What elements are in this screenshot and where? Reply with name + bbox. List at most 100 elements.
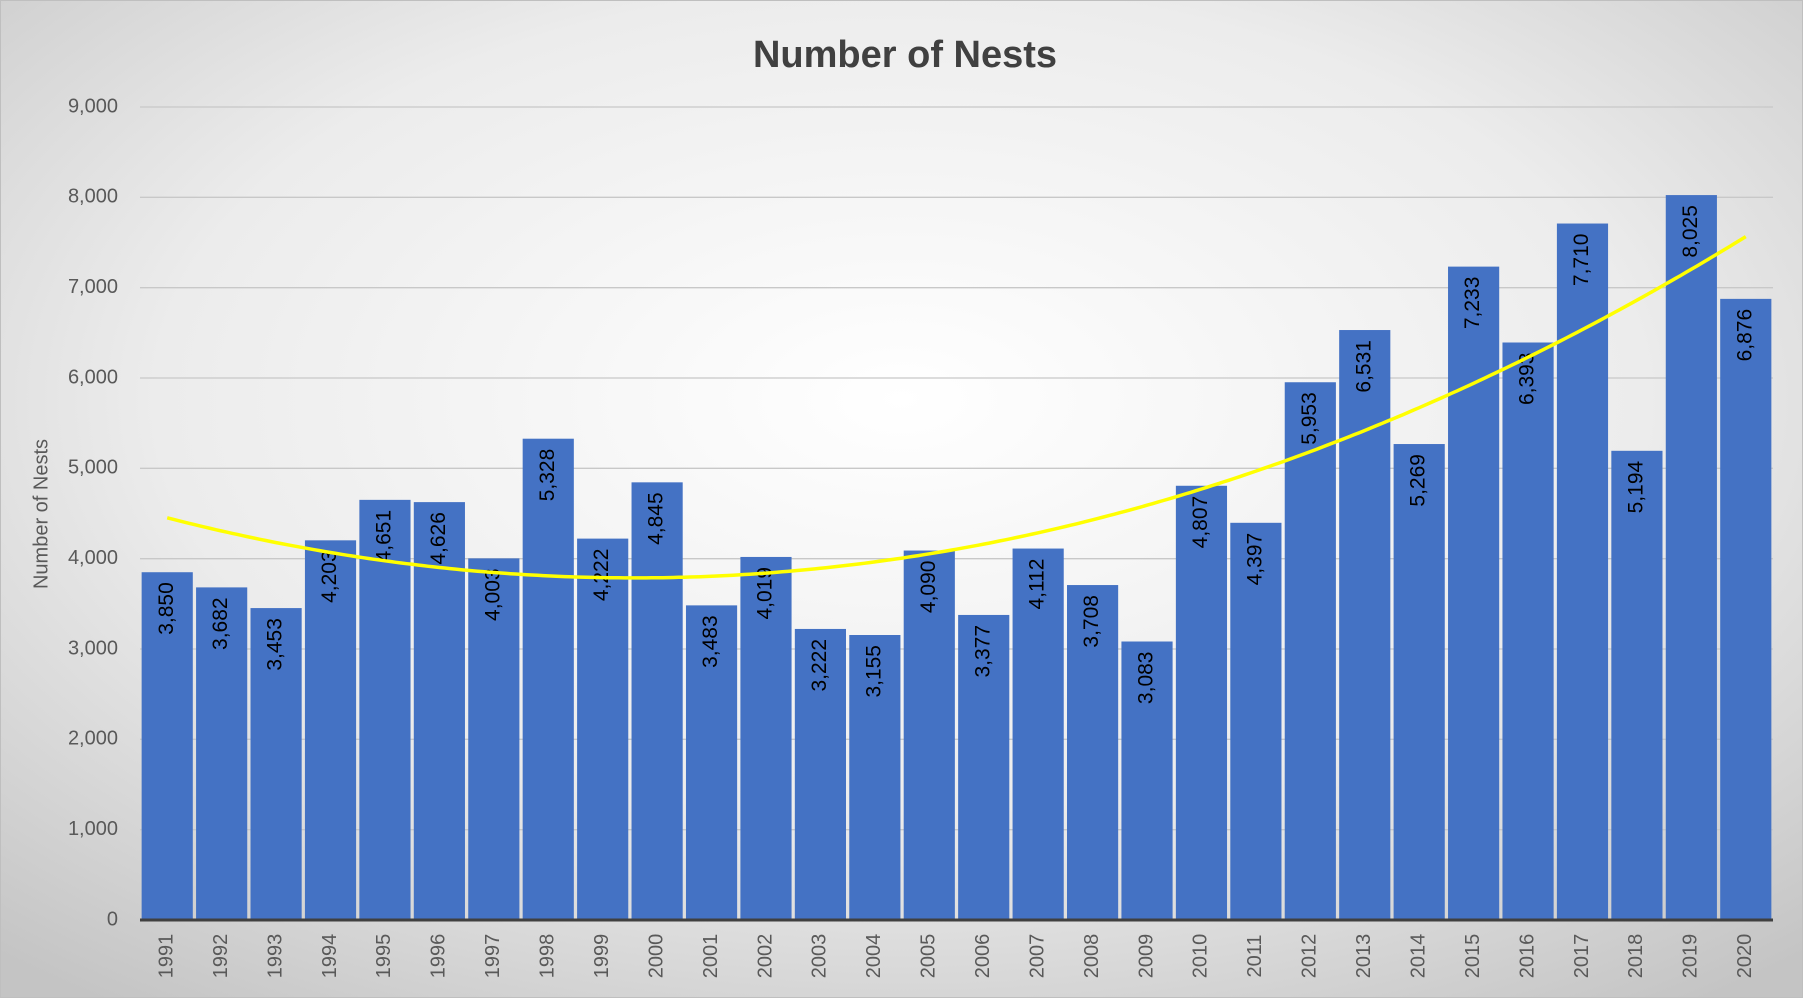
value-label: 3,682 — [209, 597, 232, 650]
value-label: 3,083 — [1135, 652, 1158, 705]
value-label: 5,194 — [1624, 460, 1647, 513]
y-tick-label: 3,000 — [68, 637, 118, 659]
y-tick-label: 9,000 — [68, 95, 118, 117]
bar — [1393, 444, 1445, 920]
x-tick-label: 2011 — [1244, 934, 1266, 977]
value-label: 5,328 — [536, 449, 559, 502]
value-label: 5,953 — [1298, 392, 1321, 445]
x-tick-label: 2001 — [700, 934, 722, 979]
bar — [849, 634, 901, 920]
x-tick-label: 2013 — [1353, 934, 1375, 979]
x-tick-label: 2004 — [863, 934, 885, 979]
value-label: 3,222 — [808, 639, 831, 692]
bar — [577, 538, 629, 920]
x-tick-label: 2008 — [1081, 934, 1103, 979]
bar — [1230, 522, 1282, 920]
x-tick-label: 2005 — [918, 934, 940, 979]
x-tick-label: 2003 — [809, 934, 831, 979]
x-tick-label: 1995 — [373, 934, 395, 979]
x-tick-label: 2007 — [1026, 934, 1048, 979]
value-label: 4,003 — [481, 568, 504, 621]
bar — [631, 482, 683, 920]
x-tick-label: 1994 — [319, 934, 341, 979]
y-tick-label: 2,000 — [68, 728, 118, 750]
bar — [1448, 266, 1500, 920]
bar — [250, 608, 302, 920]
x-tick-label: 1997 — [482, 934, 504, 979]
x-tick-label: 2012 — [1299, 934, 1321, 979]
y-tick-label: 0 — [107, 908, 118, 930]
y-tick-label: 7,000 — [68, 276, 118, 298]
bar — [359, 499, 411, 920]
x-tick-label: 1991 — [155, 934, 177, 979]
bar — [958, 614, 1010, 920]
bar — [141, 572, 193, 920]
value-label: 8,025 — [1679, 205, 1702, 258]
x-tick-label: 2020 — [1734, 934, 1756, 979]
bar — [1175, 485, 1228, 920]
bar — [740, 556, 792, 920]
x-tick-label: 1996 — [428, 934, 450, 979]
x-tick-label: 1993 — [264, 934, 286, 979]
bar — [1339, 330, 1391, 921]
y-axis-label: Number of Nests — [30, 439, 52, 589]
bar — [304, 540, 357, 920]
value-label: 7,233 — [1461, 277, 1484, 330]
value-label: 7,710 — [1570, 234, 1593, 287]
value-label: 4,019 — [754, 567, 777, 620]
x-tick-label: 2016 — [1516, 934, 1538, 979]
x-tick-label: 2015 — [1462, 934, 1484, 979]
value-label: 3,708 — [1080, 595, 1103, 648]
bar — [1665, 195, 1717, 920]
y-tick-label: 4,000 — [68, 547, 118, 569]
chart-title: Number of Nests — [753, 34, 1057, 76]
value-label: 4,397 — [1243, 533, 1266, 586]
value-label: 3,155 — [862, 645, 885, 698]
bar — [1720, 298, 1772, 920]
x-tick-label: 2019 — [1680, 934, 1702, 979]
x-tick-label: 2000 — [645, 934, 667, 979]
value-label: 4,090 — [917, 561, 940, 614]
x-tick-label: 2014 — [1407, 934, 1429, 979]
y-tick-label: 5,000 — [68, 457, 118, 479]
value-label: 6,876 — [1733, 309, 1756, 362]
bar — [1284, 382, 1336, 920]
bar — [468, 558, 520, 920]
value-label: 3,483 — [699, 615, 722, 668]
value-label: 4,651 — [372, 510, 395, 563]
value-label: 4,112 — [1026, 559, 1049, 610]
x-tick-label: 2009 — [1135, 934, 1157, 979]
value-label: 3,377 — [971, 625, 994, 678]
value-label: 6,531 — [1352, 340, 1375, 393]
bar — [685, 605, 738, 920]
bar — [413, 502, 465, 920]
bar — [794, 628, 847, 920]
y-tick-label: 6,000 — [68, 366, 118, 388]
trendline — [166, 235, 1747, 580]
value-label: 3,850 — [155, 582, 178, 635]
bar — [1502, 342, 1554, 920]
y-tick-label: 1,000 — [68, 818, 118, 840]
bar — [196, 587, 248, 920]
value-label: 4,203 — [318, 550, 341, 603]
bar — [1012, 548, 1064, 920]
x-tick-label: 1992 — [210, 934, 232, 979]
x-tick-label: 1998 — [537, 934, 559, 979]
bar — [1066, 585, 1119, 920]
value-label: 4,626 — [427, 512, 450, 565]
bar — [1611, 450, 1663, 920]
value-label: 3,453 — [264, 618, 287, 671]
value-label: 4,807 — [1189, 496, 1212, 549]
x-tick-label: 2006 — [972, 934, 994, 979]
bar — [1121, 641, 1173, 920]
bar — [522, 438, 574, 920]
value-label: 6,393 — [1516, 352, 1539, 405]
x-tick-label: 2017 — [1571, 934, 1593, 979]
x-tick-label: 2018 — [1625, 934, 1647, 979]
x-tick-label: 1999 — [591, 934, 613, 979]
value-label: 4,845 — [645, 492, 668, 545]
bar — [903, 550, 955, 920]
value-label: 5,269 — [1407, 454, 1430, 507]
x-tick-label: 2002 — [754, 934, 776, 979]
